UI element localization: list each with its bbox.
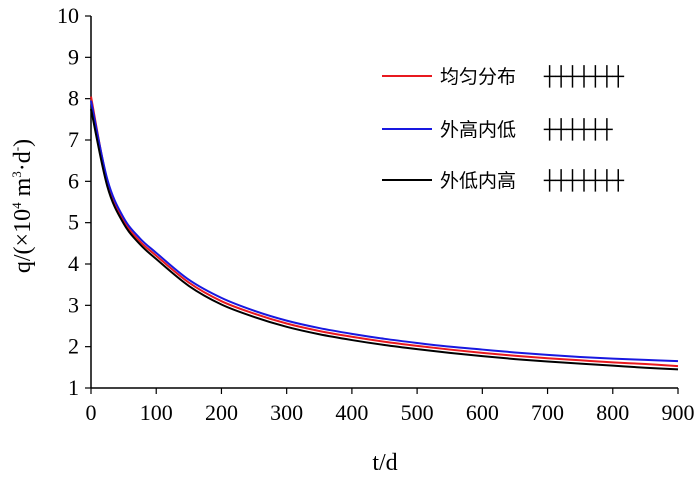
legend-pattern: ┼┼┼┼┼┼┼ (543, 169, 625, 192)
y-ticks: 1 2 3 4 5 6 7 8 9 10 (57, 3, 91, 400)
x-tick-label: 200 (205, 400, 238, 425)
y-tick-label: 1 (68, 375, 79, 400)
axes (90, 16, 678, 389)
legend-label: 外低内高 (440, 170, 516, 192)
x-axis-label: t/d (372, 450, 397, 476)
y-tick-label: 7 (68, 127, 79, 152)
series-line (90, 96, 679, 368)
legend-pattern: ┼┼┼┼┼┼┼ (543, 65, 625, 88)
x-tick-label: 300 (270, 400, 303, 425)
series-line (90, 108, 679, 371)
x-tick-label: 800 (596, 400, 629, 425)
legend-label: 外高内低 (440, 119, 516, 141)
x-tick-label: 0 (86, 400, 97, 425)
x-ticks: 0 100 200 300 400 500 600 700 800 900 (86, 388, 695, 425)
x-tick-label: 500 (401, 400, 434, 425)
y-tick-label: 2 (68, 334, 79, 359)
x-tick-label: 700 (531, 400, 564, 425)
y-tick-label: 8 (68, 86, 79, 111)
y-tick-label: 3 (68, 292, 79, 317)
x-tick-label: 400 (335, 400, 368, 425)
y-axis-label: q/(×104 m3·d-) (9, 139, 36, 273)
legend-label: 均匀分布 (440, 66, 516, 88)
x-tick-label: 900 (662, 400, 695, 425)
y-tick-label: 9 (68, 44, 79, 69)
series-line (90, 100, 679, 363)
x-tick-label: 100 (140, 400, 173, 425)
legend-pattern: ┼┼┼┼┼┼ (543, 118, 613, 141)
y-tick-label: 10 (57, 3, 79, 28)
y-tick-label: 4 (68, 251, 79, 276)
legend: 均匀分布 ┼┼┼┼┼┼┼ 外高内低 ┼┼┼┼┼┼ 外低内高 ┼┼┼┼┼┼┼ (382, 65, 625, 192)
y-tick-label: 5 (68, 210, 79, 235)
series-lines (90, 96, 679, 371)
y-tick-label: 6 (68, 168, 79, 193)
x-tick-label: 600 (466, 400, 499, 425)
